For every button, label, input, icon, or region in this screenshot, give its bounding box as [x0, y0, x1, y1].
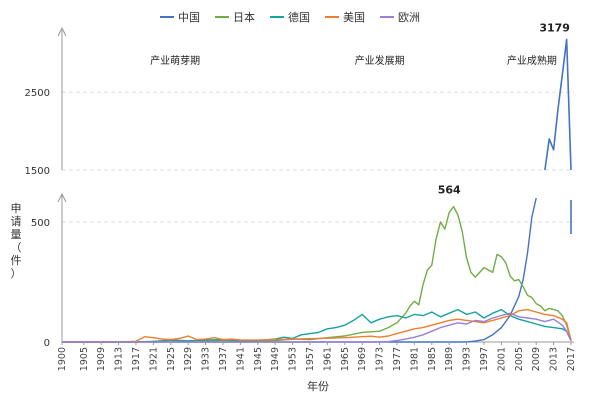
legend-label: 德国	[288, 10, 310, 24]
series-line-lower	[62, 197, 537, 343]
x-tick-label: 1913	[114, 347, 125, 371]
x-tick-label: 1985	[427, 347, 438, 371]
data-annotations: 564 3179	[438, 21, 570, 196]
x-tick-label: 1949	[270, 347, 281, 371]
upper-gridlines	[62, 91, 574, 171]
y-axis-title-char: ）	[11, 267, 22, 280]
x-tick-label: 1977	[392, 347, 403, 371]
x-tick-label: 1961	[322, 347, 333, 371]
y-axis-title-char: 申	[11, 202, 22, 215]
series-line-upper	[544, 38, 572, 171]
x-tick-label: 1900	[57, 347, 68, 371]
x-tick-label: 2009	[531, 347, 542, 371]
x-axis-title: 年份	[307, 379, 329, 393]
phase-label: 产业萌芽期	[150, 54, 200, 67]
lower-series	[62, 197, 572, 343]
x-tick-label: 1993	[462, 347, 473, 371]
x-tick-label: 1945	[253, 347, 264, 371]
upper-series	[544, 38, 572, 171]
x-tick-label: 2001	[496, 347, 507, 371]
x-tick-label: 2017	[566, 347, 577, 371]
x-tick-label: 1953	[288, 347, 299, 371]
lower-y-tick-label: 500	[31, 218, 50, 229]
x-tick-label: 1973	[375, 347, 386, 371]
x-tick-label: 1989	[444, 347, 455, 371]
legend-label: 日本	[233, 10, 255, 24]
upper-y-tick-labels: 1500 2500	[25, 88, 50, 177]
legend: 中国 日本 德国 美国 欧洲	[160, 10, 420, 24]
y-axis-title-char: （	[11, 241, 22, 254]
x-tick-label: 1957	[305, 347, 316, 371]
y-axis-title-char: 请	[11, 215, 22, 228]
lower-y-axis-arrow	[57, 192, 67, 203]
upper-panel: 1500 2500	[25, 26, 574, 177]
x-tick-label: 1929	[183, 347, 194, 371]
y-axis-title-char: 量	[11, 228, 22, 241]
phase-labels: 产业萌芽期 产业发展期 产业成熟期	[150, 54, 557, 67]
x-tick-label: 1909	[96, 347, 107, 371]
peak-annotation-china: 3179	[539, 21, 570, 34]
lower-y-tick-label: 0	[44, 338, 50, 349]
x-tick-label: 1981	[409, 347, 420, 371]
x-tick-label: 1917	[131, 347, 142, 371]
x-tick-label: 1997	[479, 347, 490, 371]
x-tick-label: 1921	[148, 347, 159, 371]
peak-annotation-japan: 564	[438, 184, 461, 197]
legend-label: 中国	[178, 11, 200, 24]
x-tick-label: 1937	[218, 347, 229, 371]
upper-y-tick-label: 2500	[25, 88, 50, 99]
y-axis-title: 申请量（件）	[11, 202, 22, 280]
series-line-lower	[62, 308, 572, 343]
upper-y-tick-label: 1500	[25, 166, 50, 177]
lower-panel: 0 500	[31, 192, 574, 349]
x-tick-label: 1969	[357, 347, 368, 371]
series-line-lower	[62, 308, 572, 343]
x-tick-label: 2013	[549, 347, 560, 371]
legend-label: 美国	[343, 11, 365, 24]
lower-y-tick-labels: 0 500	[31, 218, 50, 349]
x-tick-label: 1925	[166, 347, 177, 371]
series-line-lower	[62, 312, 572, 343]
x-tick-label: 1933	[201, 347, 212, 371]
y-axis-title-char: 件	[11, 254, 22, 267]
upper-y-axis-arrow	[57, 26, 67, 37]
x-tick-label: 1965	[340, 347, 351, 371]
x-tick-labels: 1900 1905 1909 1913 1917 1921 1925 1929 1933 1937…	[57, 342, 577, 371]
legend-label: 欧洲	[398, 11, 420, 24]
phase-label: 产业发展期	[355, 54, 405, 67]
series-line-lower	[62, 205, 572, 343]
x-tick-label: 1941	[235, 347, 246, 371]
phase-label: 产业成熟期	[507, 54, 557, 67]
x-tick-label: 2005	[514, 347, 525, 371]
x-tick-label: 1905	[79, 347, 90, 371]
